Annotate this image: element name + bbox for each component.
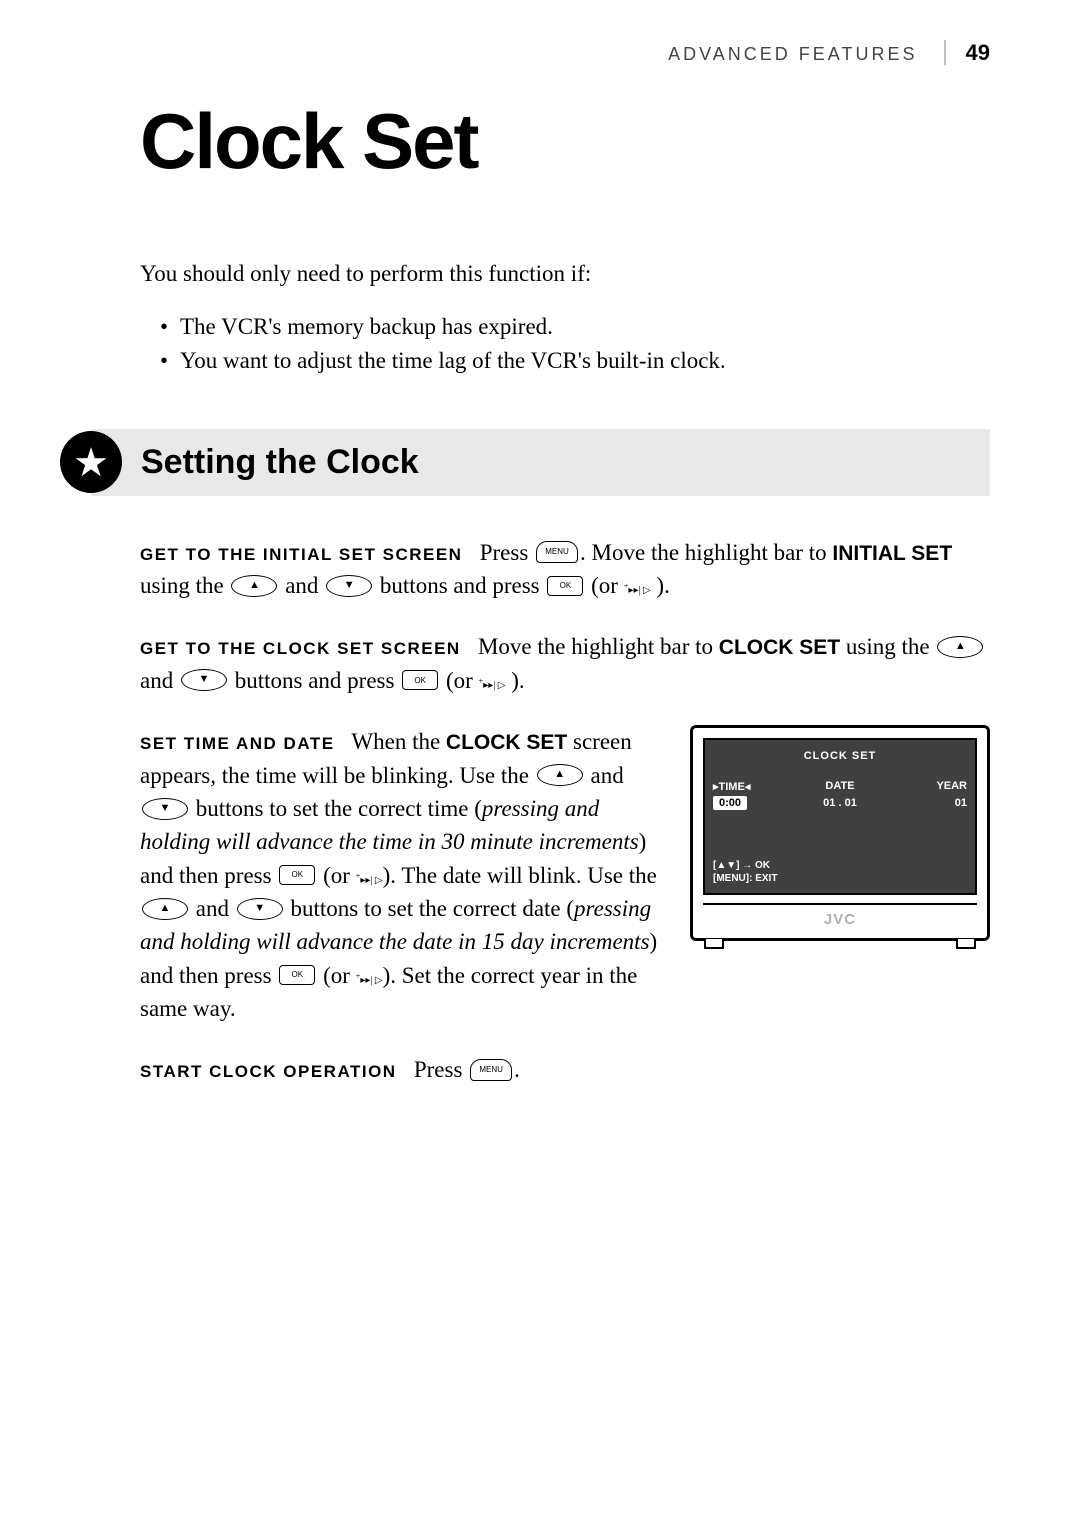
down-button-icon: ▼ xyxy=(237,898,283,920)
section-name: ADVANCED FEATURES xyxy=(668,44,917,64)
vcr-body: CLOCK SET ▸TIME◂ DATE YEAR 0:00 01 . 01 … xyxy=(690,725,990,941)
ok-button-icon: OK xyxy=(547,576,583,596)
menu-button-icon: MENU xyxy=(536,541,578,563)
ok-button-icon: OK xyxy=(402,670,438,690)
step-label: SET TIME AND DATE xyxy=(140,734,335,753)
step-label: GET TO THE INITIAL SET SCREEN xyxy=(140,545,462,564)
menu-button-icon: MENU xyxy=(470,1059,512,1081)
step-body-left: SET TIME AND DATE When the CLOCK SET scr… xyxy=(140,725,666,1115)
vcr-screen-title: CLOCK SET xyxy=(713,750,967,762)
step-label: GET TO THE CLOCK SET SCREEN xyxy=(140,639,461,658)
vcr-col-date: DATE xyxy=(798,780,882,793)
vcr-logo: JVC xyxy=(703,903,977,928)
step-initial-set: GET TO THE INITIAL SET SCREEN Press MENU… xyxy=(140,536,990,603)
vcr-feet xyxy=(690,939,990,949)
intro-text: You should only need to perform this fun… xyxy=(140,257,990,292)
section-heading-bar: ★ Setting the Clock xyxy=(60,429,990,496)
vcr-value-row: 0:00 01 . 01 01 xyxy=(713,797,967,809)
vcr-hint-1: [▲▼] → OK xyxy=(713,859,967,872)
bullet-item: You want to adjust the time lag of the V… xyxy=(160,344,990,379)
bullet-item: The VCR's memory backup has expired. xyxy=(160,310,990,345)
vcr-col-year: YEAR xyxy=(883,780,967,793)
vcr-val-time: 0:00 xyxy=(713,796,747,810)
vcr-hint-2: [MENU]: EXIT xyxy=(713,872,967,885)
vcr-illustration: CLOCK SET ▸TIME◂ DATE YEAR 0:00 01 . 01 … xyxy=(690,725,990,1115)
step-label: START CLOCK OPERATION xyxy=(140,1062,397,1081)
play-forward-icon: +▸▸| ▷ xyxy=(356,875,383,886)
up-button-icon: ▲ xyxy=(231,575,277,597)
initial-set-label: INITIAL SET xyxy=(832,542,952,565)
play-forward-icon: +▸▸| ▷ xyxy=(479,680,506,691)
up-button-icon: ▲ xyxy=(537,764,583,786)
vcr-val-year: 01 xyxy=(883,797,967,809)
step-clock-set-screen: GET TO THE CLOCK SET SCREEN Move the hig… xyxy=(140,630,990,697)
vcr-col-time: ▸TIME◂ xyxy=(713,781,750,793)
vcr-screen: CLOCK SET ▸TIME◂ DATE YEAR 0:00 01 . 01 … xyxy=(703,738,977,895)
down-button-icon: ▼ xyxy=(142,798,188,820)
clock-set-label: CLOCK SET xyxy=(719,636,840,659)
vcr-foot xyxy=(956,939,976,949)
page-title: Clock Set xyxy=(140,96,990,187)
intro-bullets: The VCR's memory backup has expired. You… xyxy=(160,310,990,379)
star-icon: ★ xyxy=(60,431,122,493)
play-forward-icon: +▸▸| ▷ xyxy=(624,585,651,596)
step-body-row: SET TIME AND DATE When the CLOCK SET scr… xyxy=(140,725,990,1115)
play-forward-icon: +▸▸| ▷ xyxy=(356,975,383,986)
ok-button-icon: OK xyxy=(279,965,315,985)
page-number: 49 xyxy=(944,40,990,65)
section-heading: Setting the Clock xyxy=(91,429,990,496)
down-button-icon: ▼ xyxy=(181,669,227,691)
step-set-time-date: SET TIME AND DATE When the CLOCK SET scr… xyxy=(140,725,666,1025)
clock-set-label: CLOCK SET xyxy=(446,731,567,754)
page-header: ADVANCED FEATURES 49 xyxy=(60,40,990,66)
up-button-icon: ▲ xyxy=(937,636,983,658)
vcr-foot xyxy=(704,939,724,949)
ok-button-icon: OK xyxy=(279,865,315,885)
step-start-clock: START CLOCK OPERATION Press MENU. xyxy=(140,1053,666,1086)
vcr-val-date: 01 . 01 xyxy=(798,797,882,809)
down-button-icon: ▼ xyxy=(326,575,372,597)
vcr-header-row: ▸TIME◂ DATE YEAR xyxy=(713,780,967,793)
up-button-icon: ▲ xyxy=(142,898,188,920)
